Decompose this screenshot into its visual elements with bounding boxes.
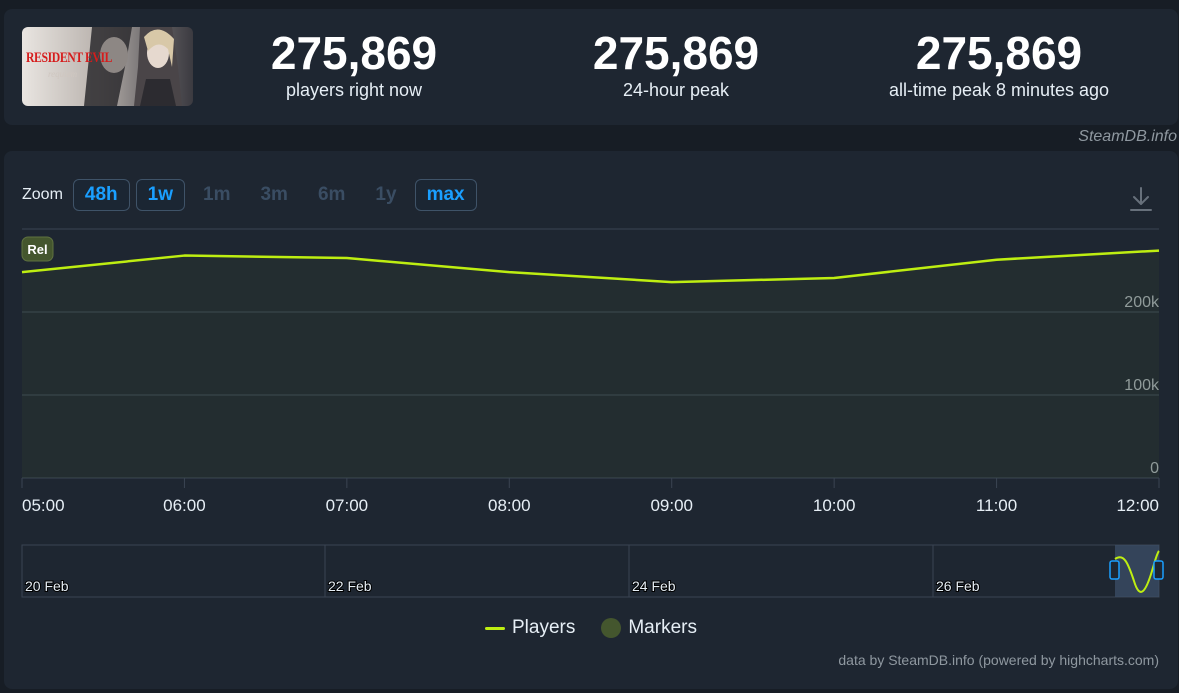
stat-players-now: 275,869 players right now xyxy=(204,27,504,101)
x-tick-label: 10:00 xyxy=(813,496,856,515)
navigator-date-label: 26 Feb xyxy=(936,578,980,594)
zoom-label: Zoom xyxy=(22,186,63,203)
navigator-date-label: 22 Feb xyxy=(328,578,372,594)
x-tick-label: 07:00 xyxy=(326,496,369,515)
zoom-3m-button[interactable]: 3m xyxy=(260,184,288,205)
legend-players-label: Players xyxy=(512,617,576,638)
zoom-1y-button[interactable]: 1y xyxy=(375,184,397,205)
zoom-1w-button[interactable]: 1w xyxy=(135,179,186,211)
x-tick-label: 12:00 xyxy=(1116,496,1159,515)
legend-markers-label: Markers xyxy=(628,617,697,638)
legend-markers[interactable]: Markers xyxy=(601,617,697,639)
players-line-icon xyxy=(485,626,505,630)
navigator-series-line xyxy=(1114,550,1160,593)
player-chart: 0 100k 200k 05:00 06:00 07:00 08:00 09:00 10:00 1… xyxy=(21,228,1164,598)
zoom-1m-button[interactable]: 1m xyxy=(203,184,231,205)
stat-value: 275,869 xyxy=(915,27,1083,79)
x-tick-label: 06:00 xyxy=(163,496,206,515)
steamdb-brand-link[interactable]: SteamDB.info xyxy=(1078,128,1177,145)
y-tick-label: 0 xyxy=(1150,460,1159,477)
x-tick-label: 11:00 xyxy=(976,496,1017,515)
chart-legend: Players Markers xyxy=(4,617,1178,639)
x-tick-label: 05:00 xyxy=(22,496,65,515)
stat-label: 24-hour peak xyxy=(622,80,730,100)
stat-all-time-peak: 275,869 all-time peak 8 minutes ago xyxy=(849,27,1149,101)
stats-card: RESIDENT EVIL requiem 275,869 players ri… xyxy=(4,9,1178,125)
x-tick-label: 09:00 xyxy=(650,496,693,515)
game-thumbnail[interactable]: RESIDENT EVIL requiem xyxy=(22,27,193,106)
y-tick-label: 200k xyxy=(1124,294,1160,311)
stat-label: all-time peak 8 minutes ago xyxy=(888,80,1110,100)
stat-24h-peak: 275,869 24-hour peak xyxy=(526,27,826,101)
zoom-max-button[interactable]: max xyxy=(414,179,477,211)
legend-players[interactable]: Players xyxy=(485,617,575,639)
stat-label: players right now xyxy=(285,80,423,100)
zoom-6m-button[interactable]: 6m xyxy=(317,184,346,205)
zoom-48h-button[interactable]: 48h xyxy=(72,179,130,211)
game-logo-text: RESIDENT EVIL xyxy=(26,50,113,66)
navigator-right-handle xyxy=(1153,560,1164,580)
navigator-date-label: 24 Feb xyxy=(632,578,676,594)
stat-value: 275,869 xyxy=(270,27,438,79)
release-marker xyxy=(21,236,54,262)
release-marker-label: Rel xyxy=(27,242,47,257)
game-logo-subtitle: requiem xyxy=(48,69,78,79)
chart-credits[interactable]: data by SteamDB.info (powered by highcha… xyxy=(838,652,1159,668)
y-tick-label: 100k xyxy=(1124,377,1160,394)
navigator-date-label: 20 Feb xyxy=(25,578,69,594)
chart-card: 0 100k 200k 05:00 06:00 07:00 08:00 09:00 10:00 1… xyxy=(4,151,1178,689)
navigator-frame xyxy=(21,544,1160,598)
players-area xyxy=(22,250,1159,478)
game-art-image xyxy=(22,27,193,106)
stat-value: 275,869 xyxy=(592,27,760,79)
navigator-left-handle xyxy=(1109,560,1120,580)
zoom-controls: Zoom 48h 1w 1m 3m 6m 1y max xyxy=(22,177,483,213)
download-icon[interactable] xyxy=(1129,186,1153,212)
x-tick-label: 08:00 xyxy=(488,496,531,515)
markers-dot-icon xyxy=(601,618,622,638)
players-series-line xyxy=(21,249,1160,284)
